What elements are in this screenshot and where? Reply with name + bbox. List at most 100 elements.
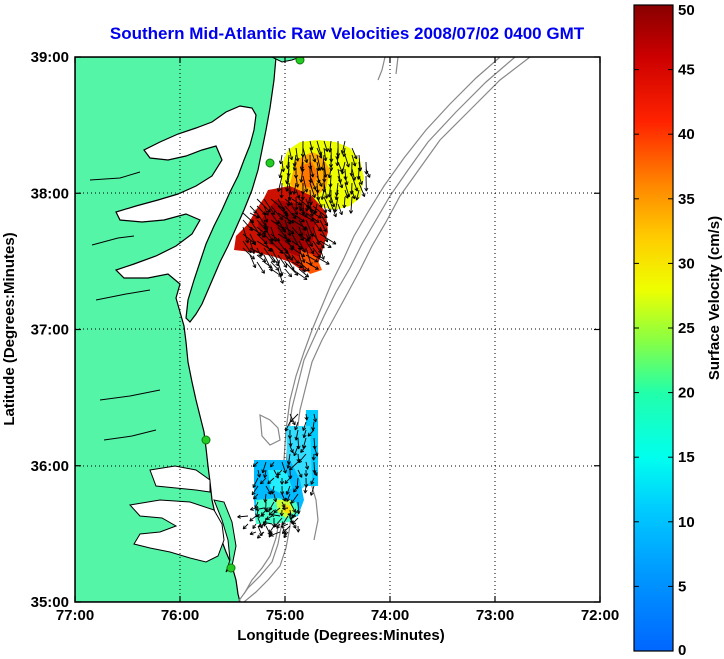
velocity-arrow: [250, 506, 257, 511]
velocity-arrow: [302, 147, 309, 164]
velocity-arrow: [261, 461, 267, 474]
y-tick-label: 39:00: [31, 49, 69, 66]
velocity-arrow: [291, 205, 298, 216]
velocity-field-south: [237, 410, 319, 539]
velocity-arrow: [364, 175, 369, 192]
velocity-arrow: [265, 515, 273, 520]
velocity-arrow: [260, 477, 267, 485]
velocity-arrow: [256, 531, 265, 539]
colorbar-tick-label: 25: [678, 320, 695, 337]
velocity-arrow: [296, 525, 301, 533]
velocity-arrow: [316, 147, 323, 159]
velocity-arrow: [305, 205, 318, 213]
velocity-arrow: [330, 203, 337, 218]
velocity-arrow: [344, 154, 350, 168]
velocity-arrow: [269, 531, 281, 537]
velocity-arrow: [295, 189, 301, 199]
velocity-arrow: [279, 509, 284, 517]
velocity-arrow: [263, 198, 276, 216]
velocity-arrow: [278, 168, 283, 179]
velocity-arrow: [270, 461, 275, 468]
velocity-arrow: [276, 175, 283, 192]
velocity-arrow: [285, 485, 291, 495]
velocity-arrow: [288, 461, 299, 471]
velocity-arrow: [351, 154, 357, 167]
velocity-arrow: [291, 268, 308, 281]
velocity-arrow: [252, 461, 259, 468]
station-marker: [265, 158, 275, 168]
velocity-arrow: [344, 175, 349, 186]
velocity-arrow: [320, 154, 325, 171]
velocity-arrow: [263, 219, 269, 230]
velocity-arrow: [277, 254, 288, 268]
velocity-arrow: [270, 205, 284, 221]
velocity-arrow: [305, 212, 320, 223]
velocity-arrow: [289, 445, 294, 453]
colorbar-tick-label: 20: [678, 385, 695, 402]
velocity-arrow: [330, 196, 336, 208]
velocity-arrow: [312, 233, 325, 249]
velocity-arrow: [302, 175, 309, 193]
velocity-arrow: [342, 196, 347, 209]
velocity-arrow: [351, 175, 359, 192]
velocity-arrow: [273, 493, 278, 503]
velocity-arrow: [285, 175, 290, 192]
colorbar-label: Surface Velocity (cm/s): [706, 216, 723, 380]
velocity-arrow: [312, 254, 330, 265]
velocity-arrow: [277, 219, 286, 233]
velocity-arrow: [302, 429, 307, 439]
velocity-field-north: [234, 140, 371, 284]
velocity-arrow: [365, 168, 371, 178]
velocity-arrow: [304, 469, 309, 477]
x-tick-label: 76:00: [161, 607, 199, 624]
velocity-arrow: [294, 196, 299, 211]
velocity-arrow: [313, 445, 319, 457]
velocity-arrow: [249, 254, 257, 269]
station-markers: [201, 57, 305, 573]
velocity-arrow: [270, 485, 275, 495]
velocity-arrow: [284, 212, 292, 225]
velocity-arrow: [289, 413, 299, 423]
y-tick-label: 38:00: [31, 185, 69, 202]
grid: [75, 57, 600, 602]
velocity-arrow: [251, 485, 259, 496]
velocity-arrow: [284, 226, 295, 235]
velocity-arrow: [282, 506, 289, 511]
velocity-arrow: [340, 161, 346, 175]
velocity-arrow: [309, 485, 315, 496]
velocity-arrow: [270, 512, 281, 518]
velocity-arrow: [256, 513, 265, 519]
station-marker: [295, 57, 305, 65]
velocity-arrow: [351, 147, 358, 160]
x-tick-label: 75:00: [266, 607, 304, 624]
velocity-arrow: [319, 212, 329, 227]
velocity-arrow: [312, 212, 322, 219]
velocity-arrow: [293, 485, 299, 493]
velocity-arrow: [280, 523, 289, 528]
velocity-arrow: [249, 212, 260, 219]
velocity-arrow: [299, 168, 304, 183]
velocity-arrow: [291, 254, 299, 264]
velocity-arrow: [278, 154, 284, 165]
velocity-arrow: [348, 196, 354, 214]
velocity-arrow: [263, 212, 269, 223]
velocity-arrow: [263, 469, 268, 479]
velocity-arrow: [276, 523, 281, 529]
velocity-arrow: [294, 421, 299, 431]
velocity-arrow: [316, 196, 323, 208]
y-axis-label: Latitude (Degrees:Minutes): [1, 232, 18, 425]
velocity-arrow: [249, 233, 257, 246]
velocity-arrow: [316, 175, 323, 187]
colorbar: 0 5 10 15 20 25 30 35 40 45 50 Surface Velocity (c…: [633, 2, 723, 659]
velocity-arrow: [298, 233, 310, 242]
velocity-arrow: [284, 477, 291, 484]
velocity-arrow: [351, 189, 356, 200]
velocity-arrow: [290, 520, 297, 525]
velocity-arrow: [298, 453, 307, 464]
velocity-arrow: [249, 205, 258, 214]
velocity-arrow: [309, 182, 316, 198]
velocity-arrow: [286, 461, 291, 469]
x-tick-labels: 77:00 76:00 75:00 74:00 73:00 72:00: [56, 607, 619, 624]
velocity-arrow: [260, 509, 267, 517]
